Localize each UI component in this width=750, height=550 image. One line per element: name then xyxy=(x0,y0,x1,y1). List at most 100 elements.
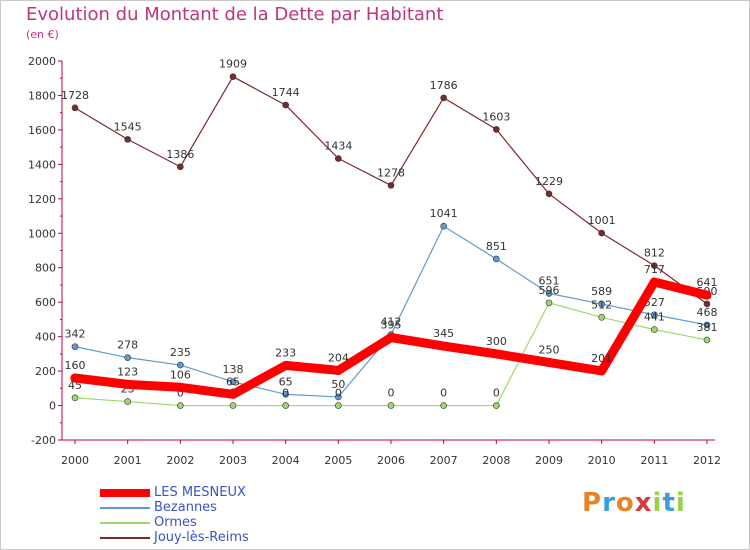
data-label-3: 1545 xyxy=(114,120,142,133)
data-point-2 xyxy=(598,314,605,321)
y-tick-label: 600 xyxy=(35,296,56,309)
data-label-3: 1434 xyxy=(324,140,352,153)
data-point-0 xyxy=(333,365,343,375)
data-label-0: 160 xyxy=(65,359,86,372)
data-point-0 xyxy=(281,360,291,370)
data-point-2 xyxy=(545,299,553,307)
y-tick-label: 1200 xyxy=(28,193,56,206)
legend-swatch-ormes xyxy=(100,521,150,524)
data-point-1 xyxy=(545,290,553,297)
data-point-1 xyxy=(440,222,447,230)
logo-letter: o xyxy=(615,488,635,518)
x-tick-label: 2012 xyxy=(693,454,721,467)
legend-label-bezannes: Bezannes xyxy=(154,500,217,515)
x-tick-label: 2007 xyxy=(430,454,458,467)
data-label-1: 589 xyxy=(591,285,612,298)
legend-label-les-mesneux: LES MESNEUX xyxy=(154,485,246,500)
data-point-1 xyxy=(282,391,289,398)
data-point-0 xyxy=(597,366,607,376)
legend-swatch-les-mesneux xyxy=(100,488,150,497)
data-point-3 xyxy=(493,126,500,133)
data-label-0: 395 xyxy=(381,318,402,331)
data-point-3 xyxy=(282,101,289,109)
data-point-3 xyxy=(177,163,184,171)
data-label-0: 123 xyxy=(117,365,138,378)
chart-title: Evolution du Montant de la Dette par Hab… xyxy=(26,4,444,25)
y-tick-label: 1800 xyxy=(28,89,56,102)
data-label-1: 1041 xyxy=(430,207,458,220)
data-point-1 xyxy=(493,255,500,263)
legend-swatch-bezannes xyxy=(100,506,150,509)
data-point-2 xyxy=(71,394,79,402)
data-point-1 xyxy=(124,354,131,361)
data-label-0: 65 xyxy=(226,375,240,388)
chart-subtitle: (en €) xyxy=(26,28,59,41)
data-label-2: 0 xyxy=(388,387,395,400)
data-label-0: 204 xyxy=(328,351,349,364)
data-point-0 xyxy=(649,277,659,287)
data-label-2: 0 xyxy=(440,387,447,400)
data-label-1: 651 xyxy=(539,274,560,287)
data-label-3: 1386 xyxy=(166,148,194,161)
data-label-3: 1909 xyxy=(219,58,247,71)
legend-label-jouy-les-reims: Jouy-lès-Reims xyxy=(154,530,249,545)
data-label-2: 0 xyxy=(335,387,342,400)
data-point-1 xyxy=(651,311,658,319)
data-label-0: 250 xyxy=(539,343,560,356)
data-point-2 xyxy=(651,326,658,333)
data-point-0 xyxy=(439,341,449,351)
data-label-2: 0 xyxy=(493,387,500,400)
data-label-1: 138 xyxy=(223,363,244,376)
data-label-2: 596 xyxy=(539,284,560,297)
data-point-0 xyxy=(386,332,396,342)
data-label-1: 50 xyxy=(331,378,345,391)
proxiti-logo: Proxiti xyxy=(582,488,686,518)
data-label-3: 1229 xyxy=(535,175,563,188)
data-point-3 xyxy=(335,155,342,162)
data-label-0: 345 xyxy=(433,327,454,340)
data-label-3: 1786 xyxy=(430,79,458,92)
data-label-2: 512 xyxy=(591,298,612,311)
data-label-1: 851 xyxy=(486,240,507,253)
series-line-3 xyxy=(74,76,708,305)
logo-letter: r xyxy=(602,488,616,518)
data-point-2 xyxy=(387,402,395,409)
data-label-3: 812 xyxy=(644,247,665,260)
data-point-2 xyxy=(177,402,184,409)
data-label-2: 0 xyxy=(177,387,184,400)
data-label-0: 300 xyxy=(486,335,507,348)
x-tick-label: 2001 xyxy=(114,454,142,467)
data-point-0 xyxy=(175,382,185,392)
x-tick-label: 2000 xyxy=(61,454,89,467)
logo-letter: i xyxy=(652,488,663,518)
y-tick-label: 200 xyxy=(35,365,56,378)
data-point-3 xyxy=(71,104,79,112)
data-point-0 xyxy=(702,290,712,300)
data-point-3 xyxy=(124,136,131,143)
logo-letter: i xyxy=(675,488,686,518)
y-tick-label: 400 xyxy=(35,331,56,344)
data-label-0: 106 xyxy=(170,368,191,381)
x-tick-label: 2005 xyxy=(324,454,352,467)
data-point-2 xyxy=(124,398,131,405)
data-point-2 xyxy=(493,402,500,409)
data-label-2: 381 xyxy=(697,321,718,334)
y-tick-label: 800 xyxy=(35,262,56,275)
logo-letter: P xyxy=(582,488,603,518)
data-label-1: 65 xyxy=(279,375,293,388)
x-tick-label: 2010 xyxy=(588,454,616,467)
data-label-3: 1001 xyxy=(588,214,616,227)
data-label-1: 235 xyxy=(170,346,191,359)
x-tick-label: 2004 xyxy=(272,454,300,467)
x-tick-label: 2011 xyxy=(640,454,668,467)
data-point-1 xyxy=(229,378,237,386)
x-tick-label: 2002 xyxy=(166,454,194,467)
y-tick-label: 2000 xyxy=(28,55,56,68)
data-point-0 xyxy=(70,373,80,383)
data-point-3 xyxy=(545,190,553,198)
data-label-3: 1603 xyxy=(482,110,510,123)
data-point-2 xyxy=(703,336,711,344)
data-point-3 xyxy=(651,262,658,269)
